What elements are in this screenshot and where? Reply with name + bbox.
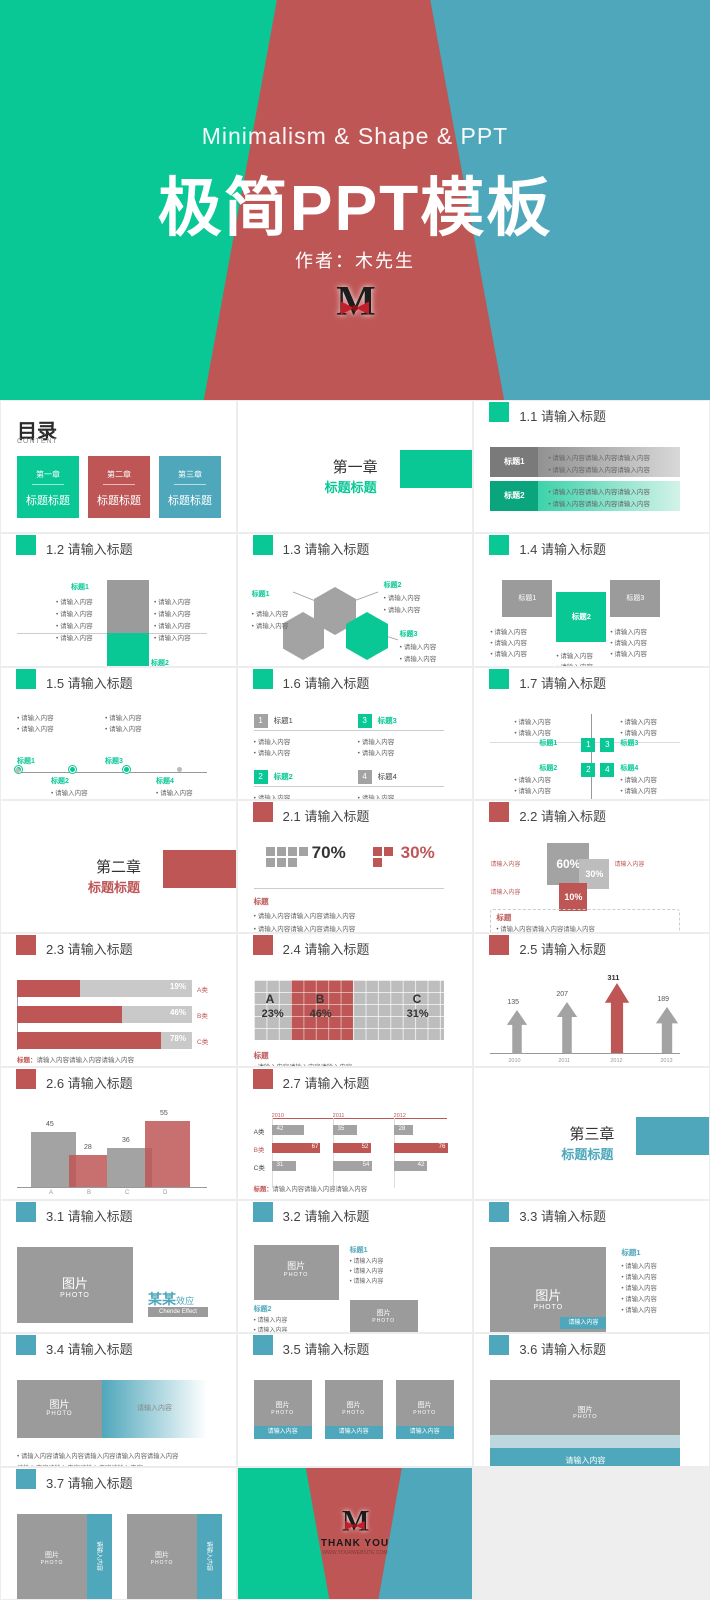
svg-text:M: M bbox=[342, 1505, 369, 1536]
svg-text:M: M bbox=[336, 279, 375, 323]
